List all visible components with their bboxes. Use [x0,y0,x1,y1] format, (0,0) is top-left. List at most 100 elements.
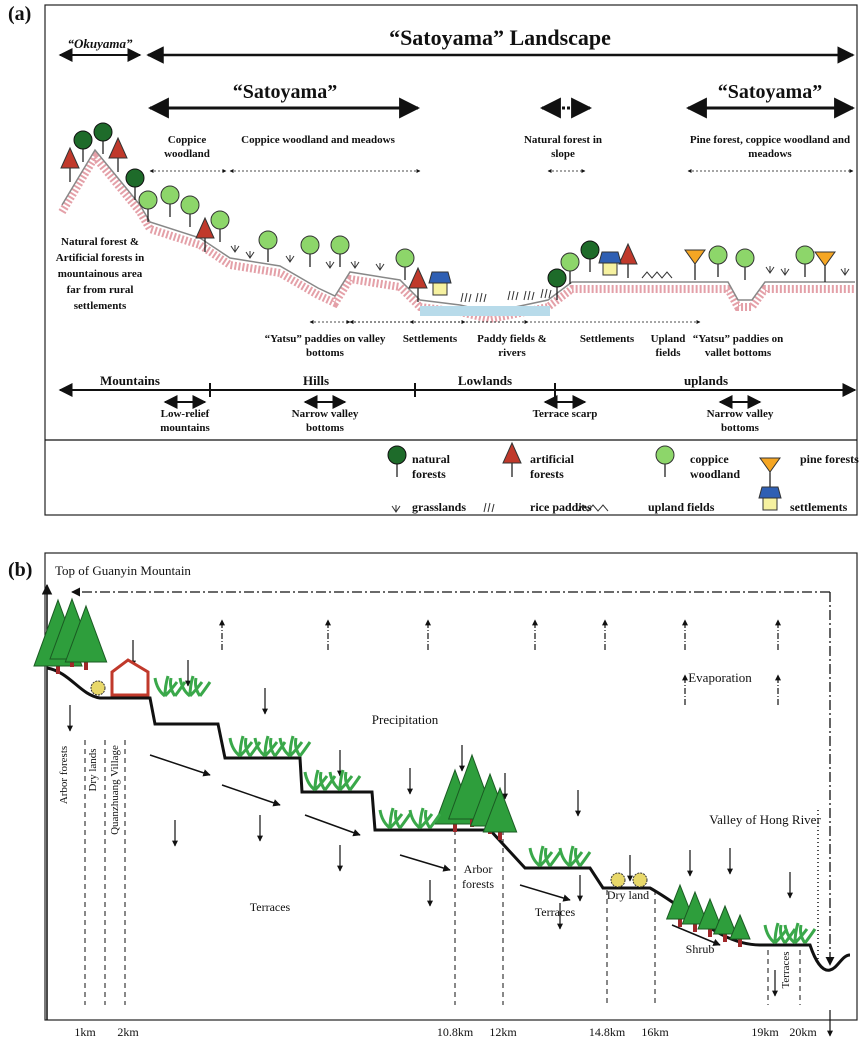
coppice-woodland [709,246,727,264]
terrain [62,150,855,312]
legend-entry: coppice woodland [690,452,760,482]
coppice-woodland [211,211,229,229]
flow-arrow [222,785,280,805]
coppice-woodland [331,236,349,254]
river: Valley of Hong River [709,812,821,828]
distance: 10.8km [437,1025,473,1040]
settlement [603,263,617,275]
header: “Satoyama” [233,80,337,105]
process: Evaporation [688,670,752,686]
sub-zone: Narrow valley bottoms [695,408,785,436]
feature: Paddy fields & rivers [467,333,557,361]
distance: 19km [751,1025,778,1040]
feature: Settlements [390,333,470,347]
legend-entry: pine forests [800,452,865,467]
land-type: Terraces [250,900,290,915]
natural-forest [388,446,406,464]
rice-paddy [461,293,471,302]
flow-arrow [520,885,570,900]
land-use: Coppice woodland [146,134,228,162]
coppice-woodland [796,246,814,264]
grass [326,261,334,268]
crop [785,923,815,943]
land-type: Terraces [535,905,575,920]
grass [392,505,400,512]
coppice-woodland [736,249,754,267]
natural-forest [126,169,144,187]
land-type: Arbor forests [454,862,502,892]
flow-arrow [150,755,210,775]
land-type: Quanzhuang Village [109,745,123,835]
feature: Settlements [567,333,647,347]
land-use: Natural forest in slope [518,134,608,162]
rice-paddy [524,291,534,300]
settlement [763,498,777,510]
house [112,660,148,695]
legend-entry: artificial forests [530,452,600,482]
zone: uplands [684,373,728,389]
zone: Mountains [100,373,160,389]
land-use: Pine forest, coppice woodland and meadow… [685,134,855,162]
crop [280,736,310,756]
artificial-forest [109,138,127,158]
sub-zone: Terrace scarp [530,408,600,422]
sub-zone: Low-relief mountains [140,408,230,436]
artificial-forest [409,268,427,288]
grass [376,263,384,270]
land-type: Arbor forests [58,746,72,804]
pine-forest [760,458,780,472]
distance: 14.8km [589,1025,625,1040]
crop [330,770,360,790]
sub-zone: Narrow valley bottoms [280,408,370,436]
land-type: Terraces [780,951,794,988]
shrub [91,681,105,695]
coppice-woodland [139,191,157,209]
coppice-woodland [259,231,277,249]
artificial-forest [61,148,79,168]
pine-forest [685,250,705,264]
natural-forest [94,123,112,141]
coppice-woodland [561,253,579,271]
page: (a)“Okuyama”“Satoyama” Landscape“Satoyam… [0,0,865,1042]
grass [246,251,254,258]
settlement-roof [759,487,781,498]
crop [410,808,440,828]
distance: 16km [641,1025,668,1040]
grass [766,266,774,273]
artificial-forest [619,244,637,264]
legend-entry: upland fields [648,500,743,515]
coppice-woodland [396,249,414,267]
header: “Satoyama” Landscape [389,24,611,52]
natural-forest [548,269,566,287]
coppice-woodland [181,196,199,214]
pine-forest [815,252,835,266]
legend-entry: settlements [790,500,865,515]
rice-paddy [476,293,486,302]
land-type: Dry land [604,888,652,903]
shrub [633,873,647,887]
zone: Hills [303,373,329,389]
distance: 2km [117,1025,138,1040]
crop [560,846,590,866]
grass [841,268,849,275]
note: Natural forest & Artificial forests in m… [50,234,150,314]
legend-entry: natural forests [412,452,482,482]
panel-label: (a) [8,2,31,27]
coppice-woodland [161,186,179,204]
legend-entry: grasslands [412,500,507,515]
panel-label: (b) [8,558,32,583]
feature: “Yatsu” paddies on valley bottoms [260,333,390,361]
coppice-woodland [656,446,674,464]
title: Top of Guanyin Mountain [55,563,191,579]
natural-forest [581,241,599,259]
grass [231,245,239,252]
grass [781,268,789,275]
zone: Lowlands [458,373,512,389]
land-use: Coppice woodland and meadows [233,134,403,148]
distance: 1km [74,1025,95,1040]
flow-arrow [400,855,450,870]
land-type: Shrub [686,942,715,957]
settlement-roof [429,272,451,283]
land-type: Dry lands [87,748,101,791]
coppice-woodland [301,236,319,254]
